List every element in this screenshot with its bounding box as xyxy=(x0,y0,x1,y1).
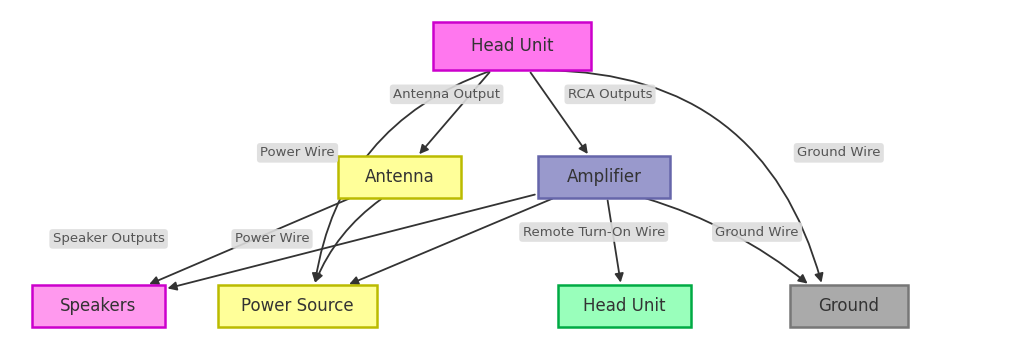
Text: Head Unit: Head Unit xyxy=(471,37,553,55)
Text: Power Wire: Power Wire xyxy=(260,146,335,159)
Text: Remote Turn-On Wire: Remote Turn-On Wire xyxy=(522,226,665,238)
Text: Antenna Output: Antenna Output xyxy=(393,88,500,101)
Text: Ground: Ground xyxy=(818,297,880,315)
Text: Amplifier: Amplifier xyxy=(566,168,641,186)
Text: Antenna: Antenna xyxy=(365,168,434,186)
Text: Ground Wire: Ground Wire xyxy=(716,226,799,238)
Text: Speaker Outputs: Speaker Outputs xyxy=(52,232,165,245)
FancyBboxPatch shape xyxy=(791,285,907,327)
FancyBboxPatch shape xyxy=(538,156,671,197)
Text: Power Source: Power Source xyxy=(242,297,354,315)
Text: RCA Outputs: RCA Outputs xyxy=(567,88,652,101)
Text: Head Unit: Head Unit xyxy=(583,297,666,315)
Text: Speakers: Speakers xyxy=(60,297,136,315)
FancyBboxPatch shape xyxy=(32,285,165,327)
FancyBboxPatch shape xyxy=(433,22,591,70)
Text: Power Wire: Power Wire xyxy=(234,232,309,245)
FancyBboxPatch shape xyxy=(558,285,691,327)
FancyBboxPatch shape xyxy=(218,285,377,327)
Text: Ground Wire: Ground Wire xyxy=(797,146,881,159)
FancyBboxPatch shape xyxy=(338,156,461,197)
